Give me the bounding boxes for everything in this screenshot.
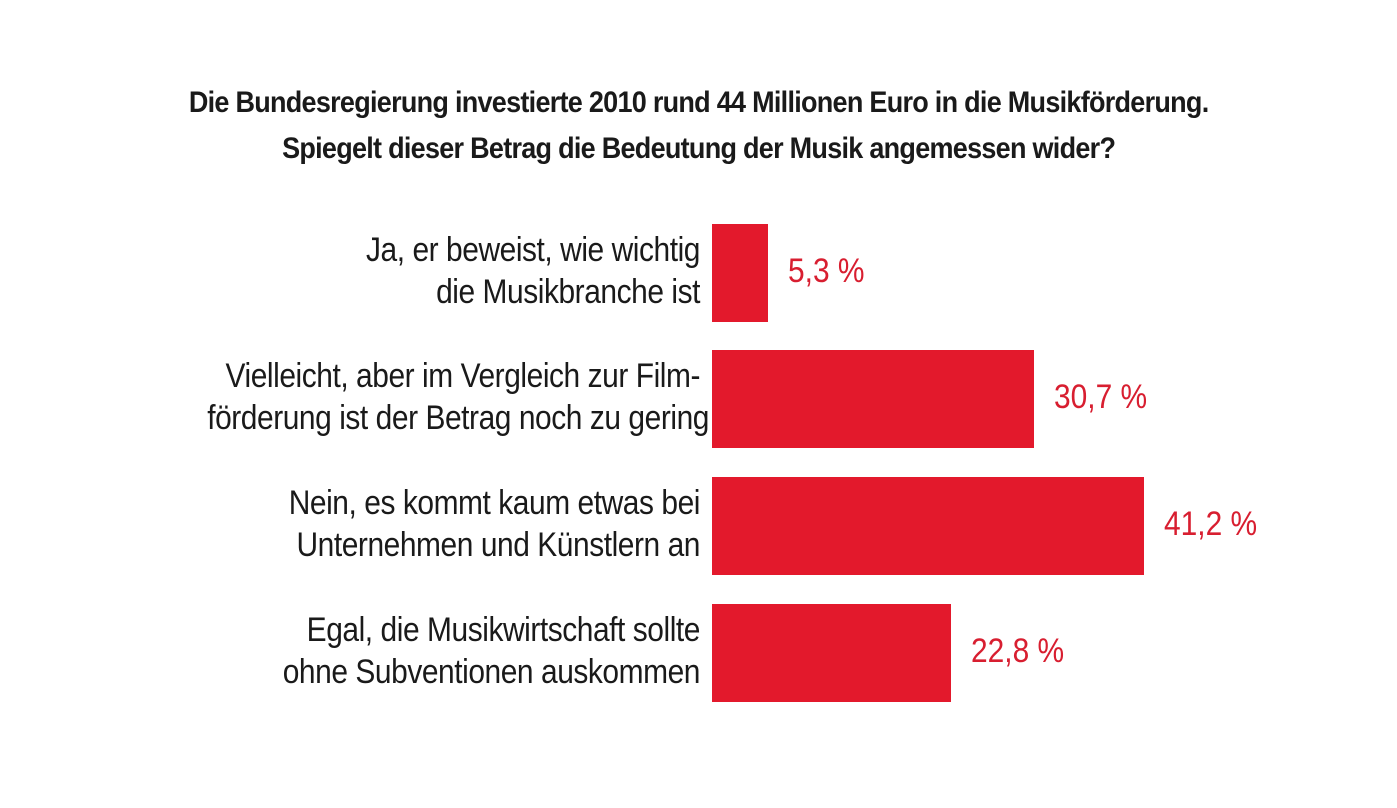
chart-title-line-1: Die Bundesregierung investierte 2010 run… <box>188 86 1209 119</box>
chart-title-line-2: Spiegelt dieser Betrag die Bedeutung der… <box>282 132 1116 165</box>
category-label-line: Vielleicht, aber im Vergleich zur Film- <box>225 357 701 395</box>
bar <box>712 477 1144 575</box>
category-label-line: Ja, er beweist, wie wichtig <box>365 231 700 269</box>
bar <box>712 224 768 322</box>
bar <box>712 350 1034 448</box>
bar-value-label: 5,3 % <box>788 252 865 290</box>
category-label-line: Nein, es kommt kaum etwas bei <box>288 484 701 522</box>
bar-value-label: 22,8 % <box>971 632 1065 670</box>
bar <box>712 604 951 702</box>
category-label-line: Unternehmen und Künstlern an <box>296 526 700 564</box>
bar-value-label: 30,7 % <box>1054 378 1148 416</box>
category-label: Egal, die Musikwirtschaft sollte ohne Sub… <box>140 609 701 693</box>
category-label: Vielleicht, aber im Vergleich zur Film-f… <box>140 355 709 439</box>
category-label-line: förderung ist der Betrag noch zu gering <box>207 399 709 437</box>
category-label: Nein, es kommt kaum etwas bei Unternehmen… <box>140 482 701 566</box>
category-label: Ja, er beweist, wie wichtig die Musikbran… <box>140 229 700 313</box>
category-label-line: die Musikbranche ist <box>436 273 700 311</box>
bar-value-label: 41,2 % <box>1164 505 1258 543</box>
category-label-line: Egal, die Musikwirtschaft sollte <box>306 611 701 649</box>
category-label-line: ohne Subventionen auskommen <box>282 653 701 691</box>
